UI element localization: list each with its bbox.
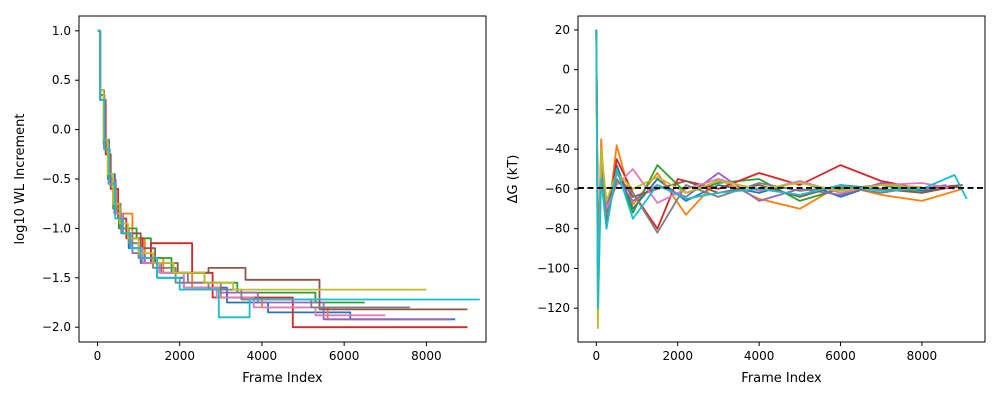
right-chart-series-line-7 xyxy=(595,29,955,270)
left-chart-x-tick-label: 2000 xyxy=(164,349,195,363)
left-chart-series-line-7 xyxy=(97,29,386,317)
right-chart-series-line-4 xyxy=(595,29,963,250)
right-chart-series-layer xyxy=(595,29,968,329)
right-chart-series-line-5 xyxy=(595,29,947,280)
left-chart-x-tick-label: 8000 xyxy=(411,349,442,363)
left-chart-series-line-10 xyxy=(97,29,480,319)
right-chart-y-axis-label: ΔG (kT) xyxy=(506,155,521,204)
right-chart-x-tick-label: 4000 xyxy=(744,349,775,363)
right-chart-series-line-1 xyxy=(595,29,959,260)
right-chart-series-line-2 xyxy=(595,29,963,290)
left-chart-y-tick-label: 0.5 xyxy=(52,73,71,87)
left-chart-y-axis-label: log10 WL Increment xyxy=(13,114,28,245)
left-chart-series-line-5 xyxy=(97,29,452,321)
right-chart-series-line-9 xyxy=(595,29,922,329)
right-chart-y-tick-label: 0 xyxy=(562,63,570,77)
right-chart-plot-frame xyxy=(577,15,986,343)
left-chart-y-tick-label: 0.0 xyxy=(52,123,71,137)
left-chart-x-tick-label: 0 xyxy=(94,349,102,363)
left-chart-series-layer xyxy=(97,29,480,329)
left-chart-y-tick-label: −0.5 xyxy=(42,172,71,186)
right-chart-ticks: 0 2000 4000 6000 8000 20 0 −20 −40 −60 −80 −100 −120 xyxy=(537,23,937,363)
left-chart-y-tick-label: 1.0 xyxy=(52,24,71,38)
left-chart-series-line-2 xyxy=(97,29,398,321)
left-chart-series-line-8 xyxy=(97,29,410,309)
left-chart-y-tick-label: −1.5 xyxy=(42,271,71,285)
left-chart-wl-increment: 0 2000 4000 6000 8000 1.0 0.5 0.0 −0.5 −1.0 −1.5 −2… xyxy=(13,15,487,386)
left-chart-series-line-9 xyxy=(97,29,427,291)
right-chart-y-tick-label: −80 xyxy=(545,222,570,236)
right-chart-series-line-3 xyxy=(595,29,951,270)
right-chart-x-tick-label: 6000 xyxy=(825,349,856,363)
left-chart-series-line-1 xyxy=(97,29,456,321)
left-chart-x-tick-label: 6000 xyxy=(329,349,360,363)
right-chart-y-tick-label: −20 xyxy=(545,102,570,116)
right-chart-y-tick-label: −120 xyxy=(537,301,570,315)
right-chart-x-axis-label: Frame Index xyxy=(741,371,822,386)
right-chart-y-tick-label: 20 xyxy=(555,23,570,37)
right-chart-delta-g: 0 2000 4000 6000 8000 20 0 −20 −40 −60 −80 −100 −120… xyxy=(506,15,986,386)
right-chart-y-tick-label: −100 xyxy=(537,261,570,275)
left-chart-series-line-4 xyxy=(97,29,468,329)
left-chart-y-tick-label: −2.0 xyxy=(42,320,71,334)
left-chart-y-tick-label: −1.0 xyxy=(42,221,71,235)
right-chart-x-tick-label: 8000 xyxy=(907,349,938,363)
left-chart-ticks: 0 2000 4000 6000 8000 1.0 0.5 0.0 −0.5 −1.0 −1.5 −2… xyxy=(42,24,442,363)
right-chart-x-tick-label: 0 xyxy=(592,349,600,363)
right-chart-y-tick-label: −60 xyxy=(545,182,570,196)
right-chart-series-line-8 xyxy=(595,29,906,260)
left-chart-x-tick-label: 4000 xyxy=(247,349,278,363)
right-chart-y-tick-label: −40 xyxy=(545,142,570,156)
right-chart-x-tick-label: 2000 xyxy=(662,349,693,363)
left-chart-x-axis-label: Frame Index xyxy=(242,371,323,386)
left-chart-series-line-3 xyxy=(97,29,365,304)
right-chart-series-line-10 xyxy=(595,29,968,310)
